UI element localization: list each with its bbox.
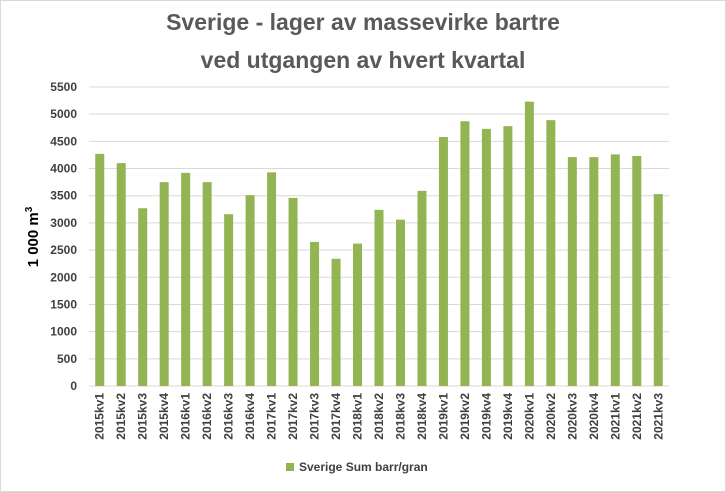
legend-label: Sverige Sum barr/gran: [299, 460, 428, 474]
x-tick-label: 2017kv1: [265, 393, 279, 440]
bar: [310, 241, 320, 386]
y-tick-label: 3500: [50, 189, 77, 203]
bar: [116, 163, 126, 386]
x-tick-label: 2018kv4: [415, 393, 429, 440]
y-tick-label: 500: [57, 352, 77, 366]
bar: [589, 157, 599, 386]
x-tick-label: 2015kv4: [157, 393, 171, 440]
bar: [503, 126, 513, 386]
y-tick-label: 5000: [50, 107, 77, 121]
x-tick-label: 2017kv3: [308, 393, 322, 440]
y-tick-label: 0: [70, 379, 77, 393]
x-tick-label: 2015kv2: [114, 393, 128, 440]
x-tick-label: 2019kv2: [458, 393, 472, 440]
bar: [181, 172, 191, 386]
bar: [288, 197, 298, 386]
bar: [610, 154, 620, 386]
x-tick-label: 2016kv1: [179, 393, 193, 440]
y-tick-label: 2500: [50, 243, 77, 257]
y-tick-label: 1500: [50, 297, 77, 311]
bar: [374, 209, 384, 386]
x-tick-label: 2018kv2: [372, 393, 386, 440]
x-tick-label: 2018kv3: [393, 393, 407, 440]
bar: [438, 137, 448, 386]
bar: [202, 182, 212, 386]
x-tick-label: 2021kv1: [608, 393, 622, 440]
bar: [267, 172, 277, 386]
x-tick-label: 2018kv1: [351, 393, 365, 440]
x-tick-label: 2015kv3: [136, 393, 150, 440]
y-tick-label: 2000: [50, 270, 77, 284]
y-tick-label: 4500: [50, 134, 77, 148]
y-tick-label: 1000: [50, 325, 77, 339]
x-tick-label: 2017kv4: [329, 393, 343, 440]
y-axis-label: 1 000 m3: [24, 206, 42, 267]
x-tick-label: 2016kv4: [243, 393, 257, 440]
bar: [460, 121, 470, 387]
y-axis-label-superscript: 3: [24, 206, 35, 212]
y-axis-label-text: 1 000 m: [25, 212, 42, 267]
x-tick-label: 2015kv1: [93, 393, 107, 440]
legend-swatch: [286, 463, 294, 471]
chart-title-line-1: Sverige - lager av massevirke bartre: [166, 9, 560, 35]
chart-title-line-2: ved utgangen av hvert kvartal: [201, 47, 526, 73]
bar: [524, 101, 534, 386]
bar: [546, 120, 556, 387]
y-axis-ticks: 0 500 1000 1500 2000 2500 3000 3500 4000 4500 5000…: [50, 80, 77, 393]
bar: [95, 153, 105, 386]
x-tick-label: 2017kv2: [286, 393, 300, 440]
bar: [417, 190, 427, 386]
x-tick-label: 2020kv1: [522, 393, 536, 440]
bar: [567, 157, 577, 386]
bar: [632, 156, 642, 386]
y-tick-label: 4000: [50, 162, 77, 176]
x-tick-label: 2019kv4: [479, 393, 493, 440]
x-tick-label: 2020kv3: [565, 393, 579, 440]
bar: [224, 214, 234, 386]
bar: [331, 258, 341, 386]
x-tick-label: 2021kv2: [630, 393, 644, 440]
x-tick-label: 2019kv1: [436, 393, 450, 440]
x-tick-label: 2016kv3: [222, 393, 236, 440]
x-tick-label: 2020kv2: [544, 393, 558, 440]
bar: [159, 182, 169, 386]
bar: [138, 208, 148, 386]
bar: [353, 243, 363, 386]
x-tick-label: 2019kv4: [501, 393, 515, 440]
y-tick-label: 5500: [50, 80, 77, 94]
bar: [653, 194, 663, 386]
x-axis-ticks: 2015kv1 2015kv2 2015kv3 2015kv4 2016kv1 2016k…: [93, 393, 666, 440]
legend: Sverige Sum barr/gran: [286, 460, 428, 474]
x-tick-label: 2021kv3: [651, 393, 665, 440]
bar: [245, 195, 255, 386]
x-tick-label: 2016kv2: [200, 393, 214, 440]
bar: [481, 128, 491, 387]
bar: [395, 219, 405, 386]
x-tick-label: 2020kv4: [587, 393, 601, 440]
y-tick-label: 3000: [50, 216, 77, 230]
bars: [95, 101, 663, 387]
